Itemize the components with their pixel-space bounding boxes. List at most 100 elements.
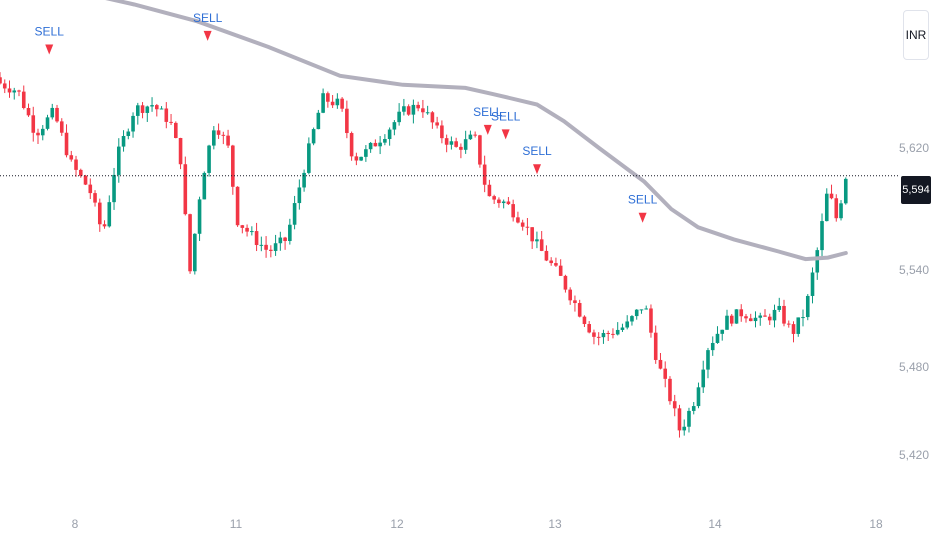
candle-body xyxy=(126,131,131,137)
candle-body xyxy=(302,172,306,188)
candle-body xyxy=(549,260,553,264)
candle-body xyxy=(577,303,582,317)
candle-body xyxy=(254,231,259,246)
candle-body xyxy=(615,329,620,335)
candle-body xyxy=(440,125,444,139)
sell-signal-label: SELL xyxy=(473,105,503,119)
candle-body xyxy=(207,145,211,173)
candle-body xyxy=(21,91,26,109)
sell-signal-label: SELL xyxy=(628,193,658,207)
candle-body xyxy=(164,108,169,122)
candle-body xyxy=(539,239,544,251)
candle-body xyxy=(630,316,634,322)
candle-body xyxy=(326,93,330,102)
candle-body xyxy=(459,146,463,150)
candle-body xyxy=(563,275,568,290)
candle-body xyxy=(88,184,93,194)
candle-body xyxy=(596,336,601,338)
candle-body xyxy=(121,136,126,147)
candle-body xyxy=(116,146,121,175)
candle-body xyxy=(145,106,150,113)
currency-button[interactable]: INR xyxy=(903,10,929,60)
candle-body xyxy=(78,169,83,176)
x-tick-label: 11 xyxy=(230,517,243,531)
sell-arrow-icon xyxy=(483,124,492,135)
candle-body xyxy=(202,172,207,200)
y-tick-label: 5,420 xyxy=(899,448,929,462)
candle-body xyxy=(311,129,316,144)
candle-body xyxy=(668,378,672,402)
candle-body xyxy=(93,193,97,203)
candle-body xyxy=(672,401,677,409)
candle-body xyxy=(169,121,173,123)
candle-body xyxy=(193,233,197,272)
candle-body xyxy=(183,164,188,215)
candle-body xyxy=(758,315,763,318)
candle-body xyxy=(497,199,501,204)
candle-body xyxy=(820,221,824,251)
candle-body xyxy=(212,130,216,146)
candle-body xyxy=(834,198,839,219)
candle-body xyxy=(273,243,278,251)
candle-body xyxy=(197,199,202,234)
candle-body xyxy=(368,142,373,150)
candle-body xyxy=(55,107,59,122)
x-tick-label: 8 xyxy=(72,517,79,531)
candle-body xyxy=(278,237,283,244)
candle-body xyxy=(535,239,539,242)
candle-body xyxy=(335,98,340,106)
candle-body xyxy=(31,115,36,133)
time-axis: 8 11 12 13 14 18 xyxy=(72,517,883,531)
candle-body xyxy=(69,155,74,160)
candle-body xyxy=(240,225,245,228)
candle-body xyxy=(501,201,506,204)
candle-body xyxy=(26,108,31,116)
price-axis: 5,620 5,540 5,480 5,420 xyxy=(899,141,929,462)
candle-body xyxy=(245,227,249,232)
candle-body xyxy=(767,316,772,321)
candle-body xyxy=(7,88,12,93)
candle-body xyxy=(777,305,782,310)
candle-body xyxy=(288,224,292,242)
candle-body xyxy=(786,323,791,325)
y-tick-label: 5,480 xyxy=(899,360,929,374)
candle-body xyxy=(554,263,558,266)
candle-body xyxy=(297,187,302,204)
candle-body xyxy=(843,178,848,204)
sell-arrow-icon xyxy=(501,129,510,140)
candle-body xyxy=(710,342,715,351)
candle-body xyxy=(592,332,596,337)
candle-body xyxy=(349,133,354,157)
candle-body xyxy=(544,250,549,261)
candle-body xyxy=(639,309,644,311)
candle-body xyxy=(102,224,107,227)
candle-body xyxy=(606,332,610,334)
candle-body xyxy=(430,112,435,123)
candle-body xyxy=(269,249,273,251)
candle-body xyxy=(383,139,387,143)
candle-body xyxy=(444,138,449,145)
candle-body xyxy=(40,128,45,136)
candle-body xyxy=(696,387,701,407)
candle-body xyxy=(839,203,843,219)
candle-body xyxy=(558,265,563,276)
candle-body xyxy=(231,145,235,187)
candle-body xyxy=(159,108,164,110)
y-tick-label: 5,620 xyxy=(899,141,929,155)
candle-body xyxy=(791,324,796,334)
candle-body xyxy=(421,108,425,113)
candle-body xyxy=(74,159,78,170)
moving-average-line xyxy=(105,0,848,262)
candle-body xyxy=(378,142,382,147)
candle-body xyxy=(226,135,230,146)
y-tick-label: 5,540 xyxy=(899,263,929,277)
candle-body xyxy=(292,203,297,225)
candle-body xyxy=(97,202,102,225)
candle-body xyxy=(796,317,801,334)
candle-body xyxy=(321,93,325,113)
candle-body xyxy=(520,222,525,227)
candle-body xyxy=(634,309,639,317)
candle-body xyxy=(316,112,321,130)
candle-body xyxy=(264,244,268,250)
